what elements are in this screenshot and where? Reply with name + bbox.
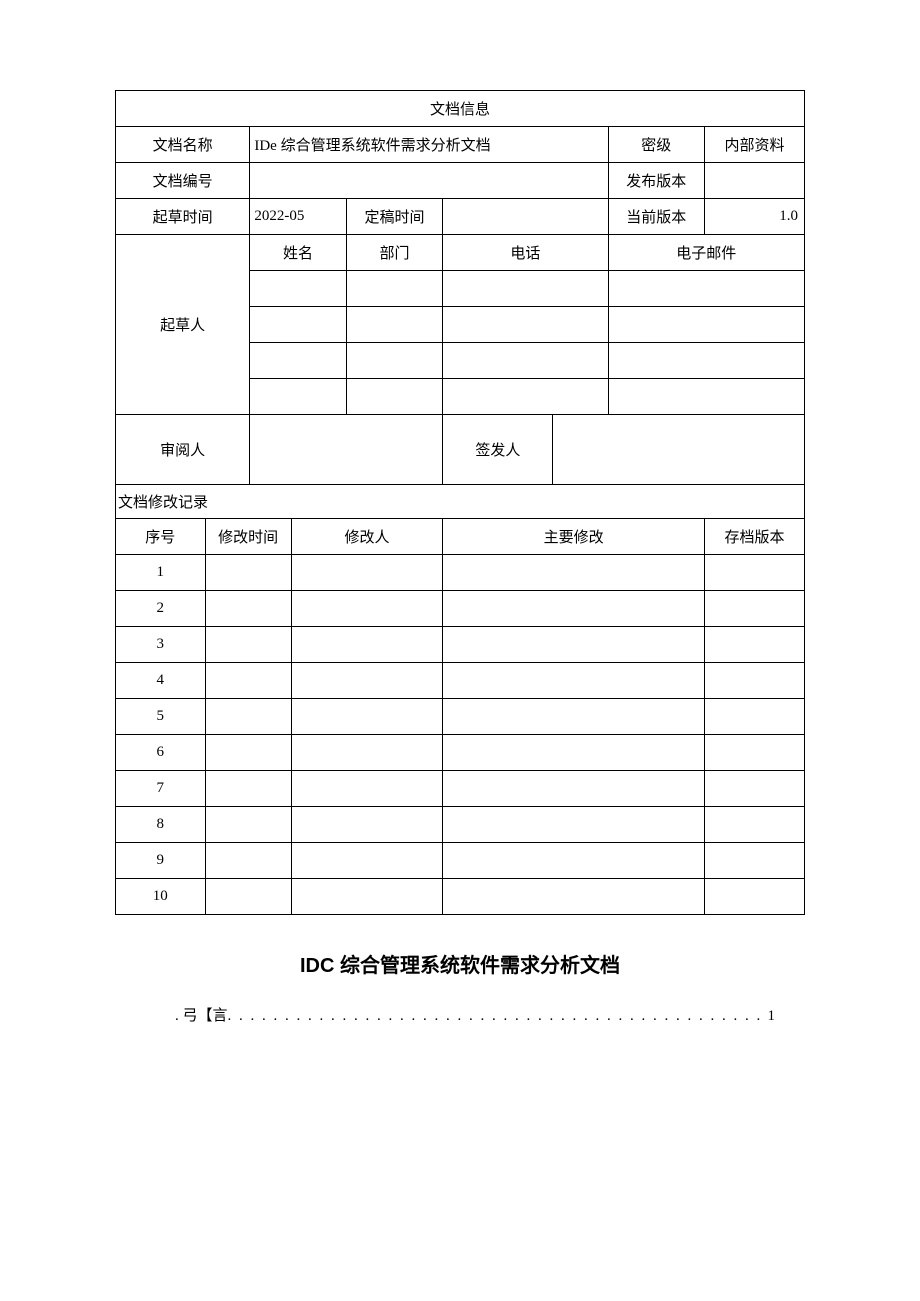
title-latin: IDC [300,955,334,977]
pub-version-value [704,163,804,199]
draft-time-value: 2022-05 [250,199,346,235]
toc-entry: . 弓【言 . . . . . . . . . . . . . . . . . … [115,1004,805,1025]
draft-time-label: 起草时间 [116,199,250,235]
title-rest: 综合管理系统软件需求分析文档 [334,955,620,977]
col-phone: 电话 [443,235,608,271]
reviewer-label: 审阅人 [116,415,250,485]
table-header-row: 文档信息 [116,91,805,127]
col-seq: 序号 [116,519,206,555]
toc-text: . 弓【言 [175,1004,228,1025]
table-title: 文档信息 [116,91,805,127]
doc-name-row: 文档名称 IDe 综合管理系统软件需求分析文档 密级 内部资料 [116,127,805,163]
toc-page: 1 [768,1008,776,1025]
doc-name-label: 文档名称 [116,127,250,163]
doc-number-label: 文档编号 [116,163,250,199]
col-name: 姓名 [250,235,346,271]
page-title: IDC 综合管理系统软件需求分析文档 [115,949,805,978]
col-email: 电子邮件 [608,235,804,271]
final-time-label: 定稿时间 [346,199,442,235]
record-row: 6 [116,735,805,771]
seq-cell: 6 [116,735,206,771]
draft-time-row: 起草时间 2022-05 定稿时间 当前版本 1.0 [116,199,805,235]
seq-cell: 8 [116,807,206,843]
col-modperson: 修改人 [291,519,443,555]
final-time-value [443,199,608,235]
cur-version-label: 当前版本 [608,199,704,235]
seq-cell: 4 [116,663,206,699]
toc-dots: . . . . . . . . . . . . . . . . . . . . … [228,1008,768,1025]
record-row: 4 [116,663,805,699]
reviewer-row: 审阅人 签发人 [116,415,805,485]
reviewer-value [250,415,443,485]
record-row: 8 [116,807,805,843]
pub-version-label: 发布版本 [608,163,704,199]
records-header-row: 序号 修改时间 修改人 主要修改 存档版本 [116,519,805,555]
drafter-label: 起草人 [116,235,250,415]
record-row: 1 [116,555,805,591]
doc-name-value: IDe 综合管理系统软件需求分析文档 [250,127,608,163]
record-row: 9 [116,843,805,879]
secrecy-label: 密级 [608,127,704,163]
cur-version-value: 1.0 [704,199,804,235]
records-label: 文档修改记录 [116,485,805,519]
col-archver: 存档版本 [704,519,804,555]
col-change: 主要修改 [443,519,705,555]
records-label-row: 文档修改记录 [116,485,805,519]
record-row: 7 [116,771,805,807]
secrecy-value: 内部资料 [704,127,804,163]
signer-label: 签发人 [443,415,553,485]
seq-cell: 10 [116,879,206,915]
seq-cell: 7 [116,771,206,807]
seq-cell: 5 [116,699,206,735]
seq-cell: 1 [116,555,206,591]
doc-number-row: 文档编号 发布版本 [116,163,805,199]
doc-info-table: 文档信息 文档名称 IDe 综合管理系统软件需求分析文档 密级 内部资料 文档编… [115,90,805,915]
doc-number-value [250,163,608,199]
seq-cell: 2 [116,591,206,627]
record-row: 10 [116,879,805,915]
signer-value [553,415,805,485]
record-row: 5 [116,699,805,735]
col-dept: 部门 [346,235,442,271]
seq-cell: 3 [116,627,206,663]
record-row: 2 [116,591,805,627]
record-row: 3 [116,627,805,663]
people-header-row: 起草人 姓名 部门 电话 电子邮件 [116,235,805,271]
col-modtime: 修改时间 [205,519,291,555]
seq-cell: 9 [116,843,206,879]
